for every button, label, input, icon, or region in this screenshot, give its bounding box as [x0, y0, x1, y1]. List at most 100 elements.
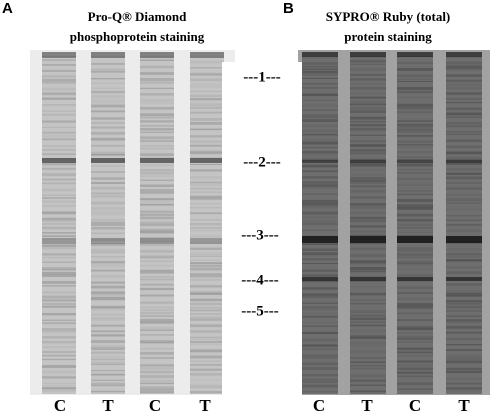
band: [446, 151, 482, 155]
band: [446, 52, 482, 57]
band: [91, 281, 125, 284]
band: [350, 179, 386, 182]
band: [302, 62, 338, 65]
band: [140, 213, 174, 216]
band: [42, 376, 76, 379]
band: [91, 384, 125, 387]
band: [140, 78, 174, 81]
band: [397, 250, 433, 253]
band: [350, 161, 386, 165]
band: [190, 391, 224, 394]
band: [350, 341, 386, 345]
band: [42, 313, 76, 316]
band: [302, 347, 338, 351]
band: [140, 189, 174, 192]
band: [350, 335, 386, 338]
band-marker: ---5---: [241, 303, 278, 319]
band: [302, 229, 338, 231]
band: [140, 255, 174, 259]
band: [91, 330, 125, 333]
band: [397, 263, 433, 266]
band: [446, 98, 482, 100]
band: [446, 367, 482, 371]
band: [302, 277, 338, 281]
band: [140, 348, 174, 350]
lane: [446, 52, 482, 394]
band: [397, 135, 433, 137]
band: [42, 390, 76, 392]
band: [42, 149, 76, 151]
band: [140, 357, 174, 359]
band: [190, 94, 224, 97]
band: [42, 253, 76, 256]
band: [190, 164, 224, 165]
band: [91, 305, 125, 309]
band: [140, 201, 174, 205]
band: [91, 221, 125, 225]
band: [190, 379, 224, 381]
band: [446, 359, 482, 362]
band: [302, 222, 338, 226]
band: [446, 172, 482, 175]
band: [190, 302, 224, 306]
band: [140, 260, 174, 262]
band: [42, 319, 76, 321]
band: [302, 254, 338, 257]
band: [350, 177, 386, 180]
band: [350, 361, 386, 363]
band: [190, 83, 224, 86]
band: [42, 322, 76, 325]
band: [140, 321, 174, 324]
band: [397, 74, 433, 78]
band: [397, 213, 433, 217]
band: [397, 286, 433, 289]
band: [42, 340, 76, 344]
band: [350, 92, 386, 95]
band: [42, 134, 76, 138]
band: [140, 287, 174, 291]
band: [190, 191, 224, 193]
band: [397, 261, 433, 264]
band: [190, 230, 224, 232]
band: [302, 331, 338, 334]
band: [140, 370, 174, 374]
band: [350, 299, 386, 302]
band: [190, 86, 224, 88]
band: [190, 307, 224, 309]
band: [446, 116, 482, 118]
band: [190, 247, 224, 250]
band: [42, 274, 76, 277]
band: [140, 301, 174, 304]
band: [397, 328, 433, 331]
band: [91, 324, 125, 327]
band: [350, 230, 386, 233]
band: [350, 68, 386, 71]
band: [350, 350, 386, 354]
band: [91, 151, 125, 155]
band: [446, 160, 482, 163]
band: [302, 154, 338, 156]
band: [140, 264, 174, 267]
band: [446, 389, 482, 391]
band: [140, 198, 174, 201]
band: [91, 261, 125, 264]
band: [42, 331, 76, 333]
band: [350, 276, 386, 278]
band: [397, 223, 433, 227]
band: [350, 364, 386, 367]
band: [140, 99, 174, 102]
band: [446, 315, 482, 317]
band: [350, 310, 386, 314]
band: [42, 52, 76, 58]
band: [397, 305, 433, 309]
band: [350, 190, 386, 193]
band: [397, 178, 433, 180]
band: [190, 364, 224, 366]
band: [446, 198, 482, 202]
band: [302, 287, 338, 290]
band: [190, 90, 224, 93]
band: [42, 358, 76, 361]
band: [397, 292, 433, 294]
band: [397, 140, 433, 143]
band: [397, 207, 433, 210]
